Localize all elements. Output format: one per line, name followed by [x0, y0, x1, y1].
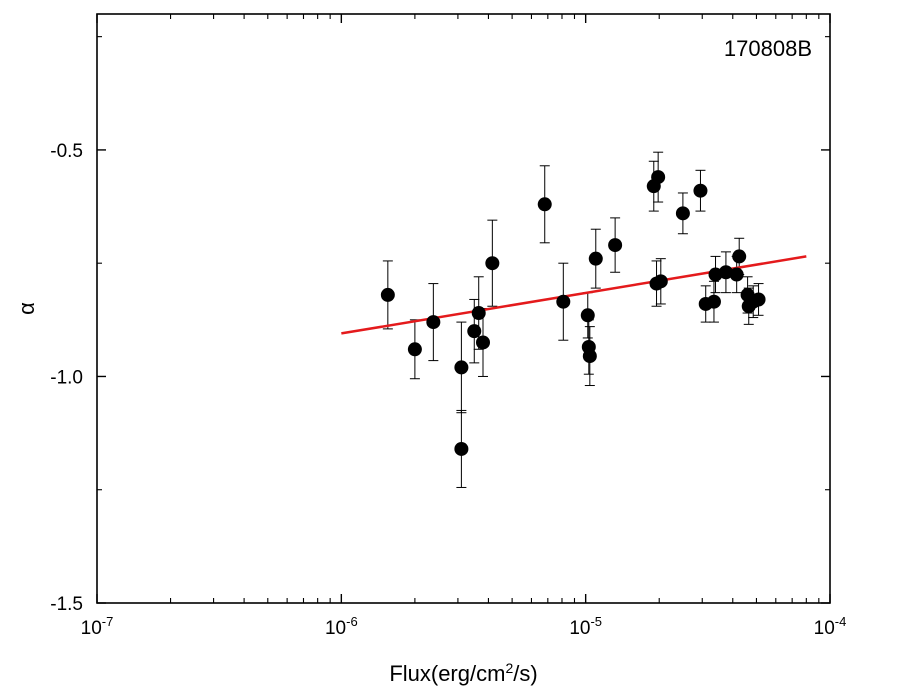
x-tick-label-exp: -4 [835, 614, 847, 629]
x-tick-label-base: 10 [325, 618, 346, 639]
data-point [454, 441, 469, 456]
x-tick-label-base: 10 [814, 618, 835, 639]
data-point [651, 170, 666, 185]
annotation-label: 170808B [724, 36, 812, 61]
x-tick-label: 10-6 [325, 614, 358, 639]
y-tick-label: -1.0 [50, 367, 83, 388]
data-point [653, 274, 668, 289]
data-point [380, 287, 395, 302]
x-tick-label-base: 10 [81, 618, 102, 639]
data-point [751, 292, 766, 307]
data-point [706, 294, 721, 309]
data-point [732, 249, 747, 264]
x-axis-label: Flux(erg/cm2/s) [389, 660, 537, 686]
data-point [426, 315, 441, 330]
data-point [608, 238, 623, 253]
data-point [708, 267, 723, 282]
x-tick-label-exp: -5 [590, 614, 602, 629]
tick-labels: 10-7 10-6 10-5 10-4-1.5-1.0-0.5 [50, 141, 846, 639]
data-point [580, 308, 595, 323]
data-point [718, 265, 733, 280]
y-axis-label: α [14, 302, 39, 315]
data-point [582, 349, 597, 364]
y-tick-label: -1.5 [50, 594, 83, 615]
data-point [693, 183, 708, 198]
data-point [485, 256, 500, 271]
x-tick-label: 10-5 [569, 614, 602, 639]
x-axis-label-sup: 2 [505, 660, 513, 676]
axis-ticks [96, 14, 831, 604]
data-point [675, 206, 690, 221]
x-tick-label-exp: -7 [102, 614, 114, 629]
data-point [471, 306, 486, 321]
x-axis-label-tail: /s) [513, 661, 537, 686]
data-point [454, 360, 469, 375]
plot-frame [96, 13, 831, 604]
x-axis-label-main: Flux(erg/cm [389, 661, 505, 686]
x-tick-label: 10-4 [814, 614, 847, 639]
data-points [380, 170, 766, 456]
data-point [556, 294, 571, 309]
x-tick-label-exp: -6 [346, 614, 358, 629]
y-tick-label: -0.5 [50, 141, 83, 162]
data-point [588, 251, 603, 266]
data-point [537, 197, 552, 212]
x-tick-label: 10-7 [81, 614, 114, 639]
data-point [475, 335, 490, 350]
x-tick-label-base: 10 [569, 618, 590, 639]
data-point [407, 342, 422, 357]
data-point [729, 267, 744, 282]
data-point [467, 324, 482, 339]
